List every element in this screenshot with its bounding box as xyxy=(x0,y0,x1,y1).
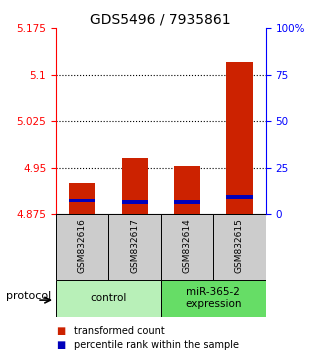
Text: ■: ■ xyxy=(56,326,65,336)
Bar xyxy=(108,214,161,280)
Bar xyxy=(122,200,148,204)
Bar xyxy=(226,62,252,214)
Text: ■: ■ xyxy=(56,340,65,350)
Bar xyxy=(213,214,266,280)
Bar xyxy=(56,280,161,317)
Text: transformed count: transformed count xyxy=(74,326,164,336)
Bar xyxy=(174,200,200,204)
Bar xyxy=(69,199,95,202)
Text: protocol: protocol xyxy=(6,291,52,301)
Bar xyxy=(161,214,213,280)
Bar xyxy=(161,280,266,317)
Text: GSM832616: GSM832616 xyxy=(78,218,87,273)
Text: GSM832614: GSM832614 xyxy=(182,218,191,273)
Bar xyxy=(69,183,95,214)
Text: control: control xyxy=(90,293,127,303)
Bar xyxy=(122,159,148,214)
Text: GSM832617: GSM832617 xyxy=(130,218,139,273)
Text: percentile rank within the sample: percentile rank within the sample xyxy=(74,340,239,350)
Text: miR-365-2
expression: miR-365-2 expression xyxy=(185,287,242,309)
Bar xyxy=(174,166,200,214)
Bar xyxy=(56,214,108,280)
Text: GDS5496 / 7935861: GDS5496 / 7935861 xyxy=(90,12,230,27)
Text: GSM832615: GSM832615 xyxy=(235,218,244,273)
Bar xyxy=(226,195,252,199)
